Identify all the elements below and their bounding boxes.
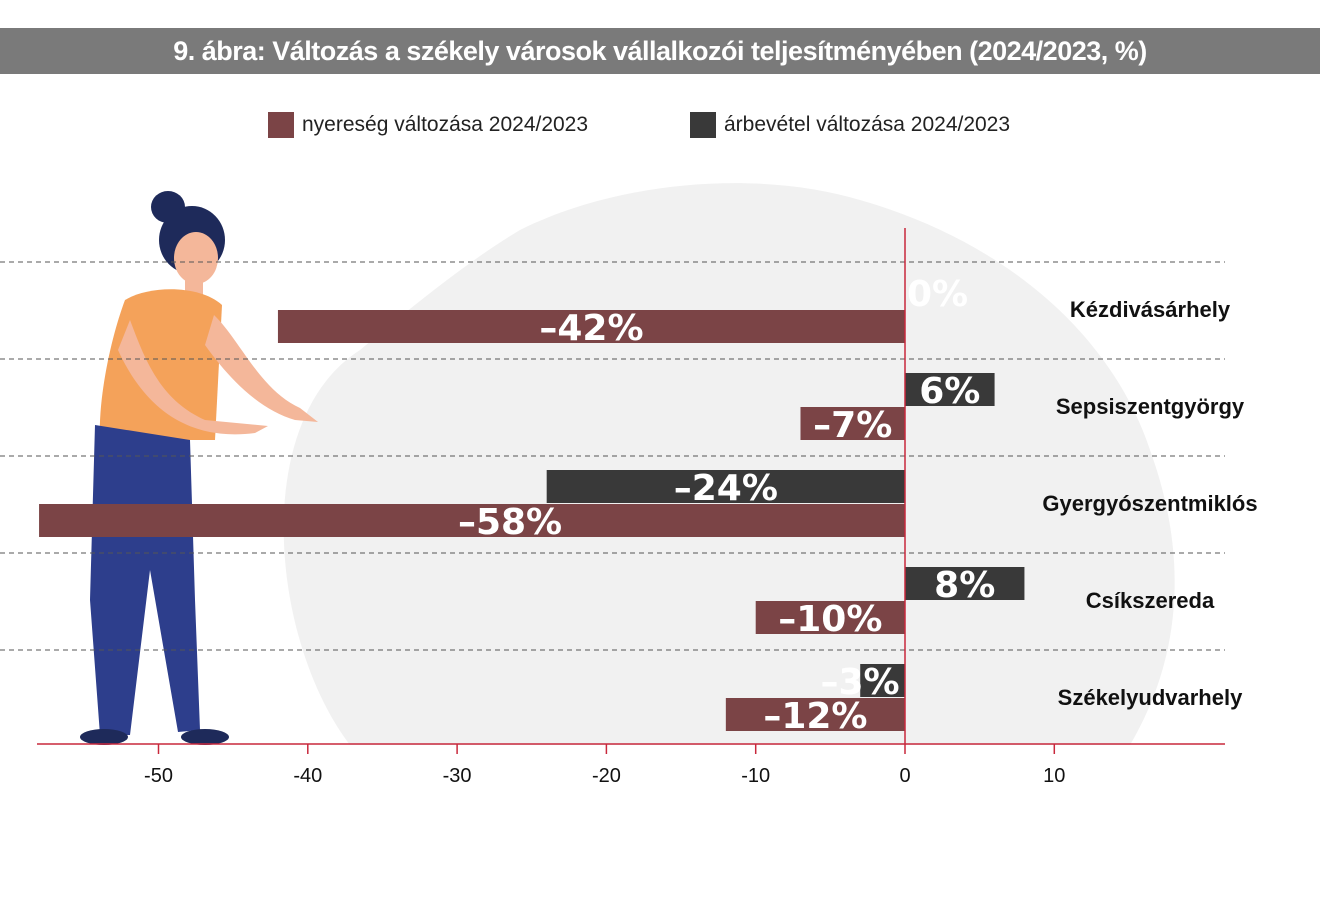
x-tick-label: -50 bbox=[144, 765, 173, 787]
bar-label-profit: –42% bbox=[539, 308, 643, 349]
city-label: Sepsiszentgyörgy bbox=[1056, 394, 1245, 419]
bar-profit bbox=[800, 407, 905, 440]
bar-label-revenue: 0% bbox=[907, 274, 968, 315]
bar-revenue bbox=[546, 470, 905, 503]
x-tick-label: 0 bbox=[899, 765, 910, 787]
bar-label-profit: –10% bbox=[778, 599, 882, 640]
woman-illustration bbox=[80, 191, 318, 745]
chart-title-bar: 9. ábra: Változás a székely városok váll… bbox=[0, 28, 1320, 74]
legend-label-revenue: árbevétel változása 2024/2023 bbox=[724, 113, 1011, 136]
x-axis-ticks: -50 -40 -30 -20 -10 0 10 bbox=[144, 744, 1065, 787]
bar-label-revenue: –3% bbox=[820, 662, 899, 703]
bar-label-profit: –58% bbox=[458, 502, 562, 543]
bar-label-revenue: 6% bbox=[919, 371, 980, 412]
legend-swatch-revenue bbox=[690, 112, 716, 138]
x-tick-label: -40 bbox=[293, 765, 322, 787]
bars bbox=[39, 310, 1025, 731]
x-tick-label: -20 bbox=[592, 765, 621, 787]
x-tick-label: -30 bbox=[443, 765, 472, 787]
background-blob bbox=[283, 183, 1175, 745]
city-label: Kézdivásárhely bbox=[1070, 297, 1231, 322]
bar-profit bbox=[277, 310, 905, 343]
bar-profit bbox=[725, 698, 905, 731]
x-tick-label: -10 bbox=[741, 765, 770, 787]
bar-profit bbox=[39, 504, 906, 537]
bar-label-profit: –12% bbox=[763, 696, 867, 737]
legend-label-profit: nyereség változása 2024/2023 bbox=[302, 113, 589, 136]
bar-revenue bbox=[905, 373, 995, 406]
bar-label-revenue: –24% bbox=[674, 468, 778, 509]
bar-label-revenue: 8% bbox=[934, 565, 995, 606]
city-label: Székelyudvarhely bbox=[1058, 685, 1243, 710]
bar-revenue bbox=[860, 664, 905, 697]
legend-item-revenue: árbevétel változása 2024/2023 bbox=[690, 112, 1010, 138]
legend: nyereség változása 2024/2023 árbevétel v… bbox=[0, 112, 1320, 146]
city-label: Csíkszereda bbox=[1086, 588, 1215, 613]
grid-lines bbox=[0, 261, 1225, 651]
axes bbox=[37, 228, 1225, 745]
city-label: Gyergyószentmiklós bbox=[1042, 491, 1257, 516]
legend-item-profit: nyereség változása 2024/2023 bbox=[268, 112, 588, 138]
bar-labels: 0% –42% 6% –7% –24% –58% 8% –10% –3%–12% bbox=[458, 274, 995, 737]
chart-title: 9. ábra: Változás a székely városok váll… bbox=[173, 35, 1147, 66]
x-tick-label: 10 bbox=[1043, 765, 1065, 787]
bar-label-profit: –7% bbox=[813, 405, 892, 446]
city-labels: Kézdivásárhely Sepsiszentgyörgy Gyergyósze… bbox=[1042, 297, 1257, 710]
legend-swatch-profit bbox=[268, 112, 294, 138]
bar-profit bbox=[755, 601, 905, 634]
bar-revenue bbox=[905, 567, 1025, 600]
